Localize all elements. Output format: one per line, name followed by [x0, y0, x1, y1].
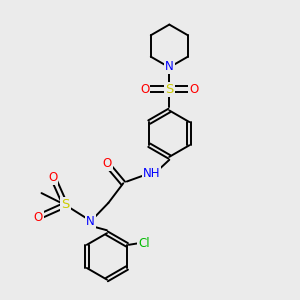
Text: S: S — [61, 199, 70, 212]
Text: O: O — [189, 82, 199, 96]
Text: NH: NH — [143, 167, 160, 180]
Text: O: O — [103, 158, 112, 170]
Text: S: S — [165, 82, 173, 96]
Text: O: O — [48, 171, 57, 184]
Text: N: N — [165, 60, 174, 73]
Text: Cl: Cl — [138, 237, 150, 250]
Text: N: N — [86, 215, 95, 228]
Text: O: O — [34, 211, 43, 224]
Text: O: O — [140, 82, 149, 96]
